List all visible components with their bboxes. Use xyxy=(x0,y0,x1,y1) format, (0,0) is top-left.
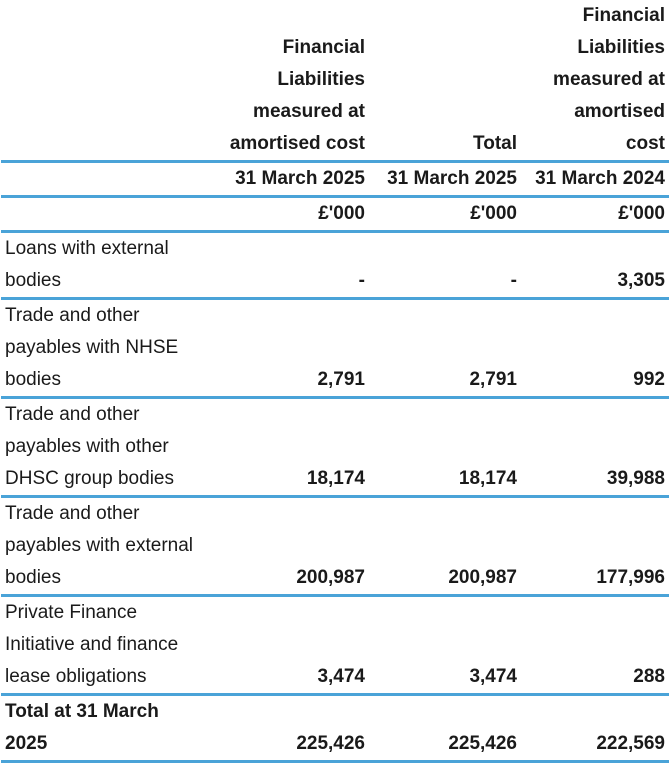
unit-header-row: £'000 £'000 £'000 xyxy=(1,195,669,232)
header-col3-line: Financial xyxy=(582,5,665,26)
column-header-row: Financial Liabilities measured at amorti… xyxy=(1,0,669,162)
row-label: Trade and other payables with NHSE bodie… xyxy=(1,297,219,398)
row-label-line: Trade and other xyxy=(5,503,140,524)
date-cell: 31 March 2025 xyxy=(219,160,369,197)
row-label-line: DHSC group bodies xyxy=(5,468,174,489)
header-col2-line: Total xyxy=(473,133,517,154)
table-row: Private Finance Initiative and finance l… xyxy=(1,594,669,695)
value-cell: 992 xyxy=(521,297,669,398)
header-col3-line: amortised xyxy=(574,101,665,122)
value-cell: 39,988 xyxy=(521,396,669,497)
date-cell: 31 March 2024 xyxy=(521,160,669,197)
row-label-line: Trade and other xyxy=(5,404,140,425)
row-label-line: bodies xyxy=(5,270,61,291)
date-cell: 31 March 2025 xyxy=(369,160,521,197)
total-row: Total at 31 March 2025 225,426 225,426 2… xyxy=(1,693,669,763)
row-label: Trade and other payables with other DHSC… xyxy=(1,396,219,497)
row-label-line: lease obligations xyxy=(5,666,147,687)
value-cell: - xyxy=(219,230,369,299)
header-col3-line: cost xyxy=(625,133,665,154)
value-cell: 3,305 xyxy=(521,230,669,299)
row-label: Loans with external bodies xyxy=(1,230,219,299)
table-row: Trade and other payables with external b… xyxy=(1,495,669,596)
total-label: Total at 31 March 2025 xyxy=(1,693,219,763)
date-blank-cell xyxy=(1,160,219,197)
value-cell: 200,987 xyxy=(219,495,369,596)
value-cell: 2,791 xyxy=(369,297,521,398)
value-cell: 2,791 xyxy=(219,297,369,398)
row-label-line: Trade and other xyxy=(5,305,140,326)
header-blank-cell xyxy=(1,0,219,162)
header-col3-line: measured at xyxy=(553,69,665,90)
row-label-line: bodies xyxy=(5,567,61,588)
unit-cell: £'000 xyxy=(219,195,369,232)
row-label: Private Finance Initiative and finance l… xyxy=(1,594,219,695)
table-row: Trade and other payables with NHSE bodie… xyxy=(1,297,669,398)
header-col3-line: Liabilities xyxy=(577,37,665,58)
value-cell: 288 xyxy=(521,594,669,695)
value-cell: 18,174 xyxy=(369,396,521,497)
value-cell: 200,987 xyxy=(369,495,521,596)
unit-blank-cell xyxy=(1,195,219,232)
total-value-cell: 225,426 xyxy=(369,693,521,763)
date-header-row: 31 March 2025 31 March 2025 31 March 202… xyxy=(1,160,669,197)
value-cell: 18,174 xyxy=(219,396,369,497)
row-label-line: payables with other xyxy=(5,436,169,457)
value-cell: - xyxy=(369,230,521,299)
row-label-line: Initiative and finance xyxy=(5,634,179,655)
row-label-line: bodies xyxy=(5,369,61,390)
header-col1-line: Liabilities xyxy=(277,69,365,90)
header-col1-line: measured at xyxy=(253,101,365,122)
value-cell: 3,474 xyxy=(219,594,369,695)
header-col1-line: Financial xyxy=(282,37,365,58)
total-value-cell: 225,426 xyxy=(219,693,369,763)
row-label-line: payables with external xyxy=(5,535,193,556)
header-col2: Total xyxy=(369,0,521,162)
total-label-line: Total at 31 March xyxy=(5,701,159,722)
value-cell: 177,996 xyxy=(521,495,669,596)
total-value-cell: 222,569 xyxy=(521,693,669,763)
header-col3: Financial Liabilities measured at amorti… xyxy=(521,0,669,162)
row-label-line: payables with NHSE xyxy=(5,337,179,358)
row-label: Trade and other payables with external b… xyxy=(1,495,219,596)
header-col1-line: amortised cost xyxy=(229,133,365,154)
table-row: Loans with external bodies - - 3,305 xyxy=(1,230,669,299)
total-label-line: 2025 xyxy=(5,733,48,754)
unit-cell: £'000 xyxy=(521,195,669,232)
table-row: Trade and other payables with other DHSC… xyxy=(1,396,669,497)
value-cell: 3,474 xyxy=(369,594,521,695)
row-label-line: Private Finance xyxy=(5,602,138,623)
header-col1: Financial Liabilities measured at amorti… xyxy=(219,0,369,162)
row-label-line: Loans with external xyxy=(5,238,169,259)
unit-cell: £'000 xyxy=(369,195,521,232)
